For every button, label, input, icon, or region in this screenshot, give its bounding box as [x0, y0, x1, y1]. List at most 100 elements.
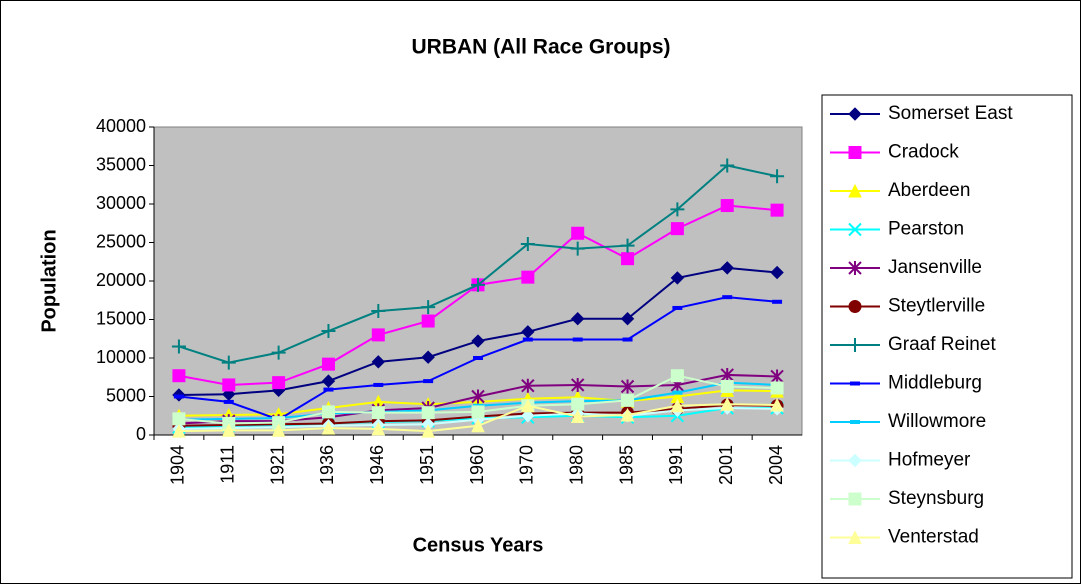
data-point [271, 423, 286, 437]
data-point [521, 398, 535, 413]
y-tick-label: 5000 [106, 385, 146, 405]
x-tick-label: 2001 [716, 445, 736, 485]
data-point [321, 405, 335, 419]
y-tick-label: 25000 [96, 231, 146, 251]
x-tick-label: 1980 [566, 445, 586, 485]
data-point [371, 304, 386, 319]
data-point [620, 407, 635, 422]
data-point [571, 397, 585, 411]
y-tick-label: 0 [136, 424, 146, 444]
data-point [172, 412, 186, 426]
x-tick-label: 1970 [517, 445, 537, 485]
y-axis-label: Population [38, 229, 60, 332]
y-tick-label: 40000 [96, 116, 146, 136]
x-tick-label: 1946 [367, 445, 387, 485]
y-tick-label: 15000 [96, 308, 146, 328]
data-point [471, 334, 485, 348]
data-point [570, 241, 585, 256]
data-point [421, 350, 435, 364]
data-point [770, 265, 784, 280]
data-point [620, 379, 635, 394]
x-tick-label: 1985 [616, 445, 636, 485]
legend-marker [848, 146, 862, 159]
x-tick-label: 2004 [766, 445, 786, 485]
legend-label: Hofmeyer [888, 450, 971, 471]
legend-marker [848, 453, 862, 468]
legend-label: Middleburg [888, 373, 982, 394]
x-axis-label: Census Years [413, 534, 544, 556]
data-point [570, 409, 585, 424]
data-point [720, 367, 734, 382]
data-point [321, 420, 336, 435]
data-point [770, 381, 784, 395]
legend-label: Somerset East [888, 103, 1013, 124]
legend-marker [848, 530, 862, 544]
x-tick-label: 1911 [218, 445, 238, 484]
legend-box [821, 94, 1073, 579]
chart-title: URBAN (All Race Groups) [411, 36, 670, 59]
x-tick-label: 1936 [317, 445, 337, 485]
legend-marker [848, 261, 862, 275]
data-point [221, 355, 236, 370]
data-point [670, 369, 684, 383]
data-point [521, 409, 535, 423]
legend-marker [848, 183, 862, 198]
data-point [471, 389, 485, 404]
data-point [620, 312, 635, 326]
legend-label: Aberdeen [888, 180, 970, 201]
data-point [621, 252, 635, 266]
data-point [521, 378, 535, 393]
data-point [271, 345, 286, 360]
legend-marker [848, 300, 862, 313]
y-tick-label: 35000 [96, 154, 146, 174]
legend-label: Willowmore [888, 411, 986, 432]
data-point [720, 261, 734, 275]
data-point [471, 405, 485, 419]
x-tick-label: 1960 [467, 445, 487, 485]
data-point [471, 277, 485, 292]
data-point [670, 398, 685, 413]
legend-label: Graaf Reinet [888, 334, 996, 355]
data-point [670, 271, 685, 285]
legend-label: Venterstad [888, 527, 979, 548]
legend-marker [848, 492, 862, 506]
legend-label: Pearston [888, 219, 964, 240]
data-point [371, 406, 385, 420]
data-point [321, 324, 336, 339]
data-point [321, 357, 335, 371]
data-point [520, 237, 535, 252]
data-point [570, 312, 585, 326]
x-tick-label: 1921 [267, 445, 287, 485]
data-point [720, 379, 734, 393]
data-point [770, 203, 784, 217]
y-tick-label: 10000 [96, 347, 146, 367]
data-point [222, 378, 236, 392]
data-point [172, 369, 186, 383]
data-point [371, 355, 386, 369]
legend-label: Steytlerville [888, 296, 985, 317]
data-point [720, 199, 734, 213]
y-tick-label: 20000 [96, 270, 146, 290]
legend-marker [848, 107, 862, 121]
legend-label: Steynsburg [888, 488, 984, 509]
data-point [321, 374, 336, 388]
data-point [272, 376, 286, 390]
data-point [770, 169, 785, 184]
data-point [770, 369, 784, 384]
legend-label: Jansenville [888, 257, 982, 278]
data-point [570, 377, 585, 392]
data-point [521, 270, 535, 284]
data-point [371, 328, 385, 342]
y-tick-label: 30000 [96, 193, 146, 213]
data-point [670, 202, 685, 217]
legend-marker [848, 222, 862, 237]
data-point [421, 300, 436, 315]
data-point [720, 397, 735, 411]
data-point [621, 393, 635, 407]
legend-marker [848, 338, 862, 352]
data-point [221, 423, 236, 437]
data-point [371, 421, 386, 436]
data-point [421, 314, 435, 328]
data-point [770, 397, 784, 412]
